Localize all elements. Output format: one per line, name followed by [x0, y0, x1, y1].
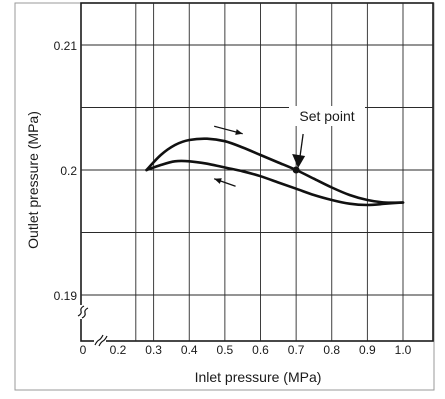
x-tick-label: 0.2 [110, 343, 127, 357]
x-tick-label: 0.5 [217, 343, 234, 357]
x-tick-label: 0.6 [252, 343, 269, 357]
y-tick-label: 0.21 [54, 39, 78, 53]
axis-break-gap [94, 334, 106, 348]
x-tick-label: 0.3 [145, 343, 162, 357]
set-point-marker [293, 167, 300, 174]
x-axis-title: Inlet pressure (MPa) [195, 369, 322, 385]
x-tick-label: 0.8 [323, 343, 340, 357]
x-tick-label: 0 [80, 343, 87, 357]
set-point-label: Set point [299, 108, 354, 124]
x-tick-label: 0.9 [359, 343, 376, 357]
x-tick-label: 0.4 [181, 343, 198, 357]
y-tick-label: 0.19 [54, 289, 78, 303]
x-tick-label: 1.0 [395, 343, 412, 357]
y-tick-label: 0.2 [60, 164, 77, 178]
x-tick-label: 0.7 [288, 343, 305, 357]
y-axis-title: Outlet pressure (MPa) [25, 111, 41, 249]
